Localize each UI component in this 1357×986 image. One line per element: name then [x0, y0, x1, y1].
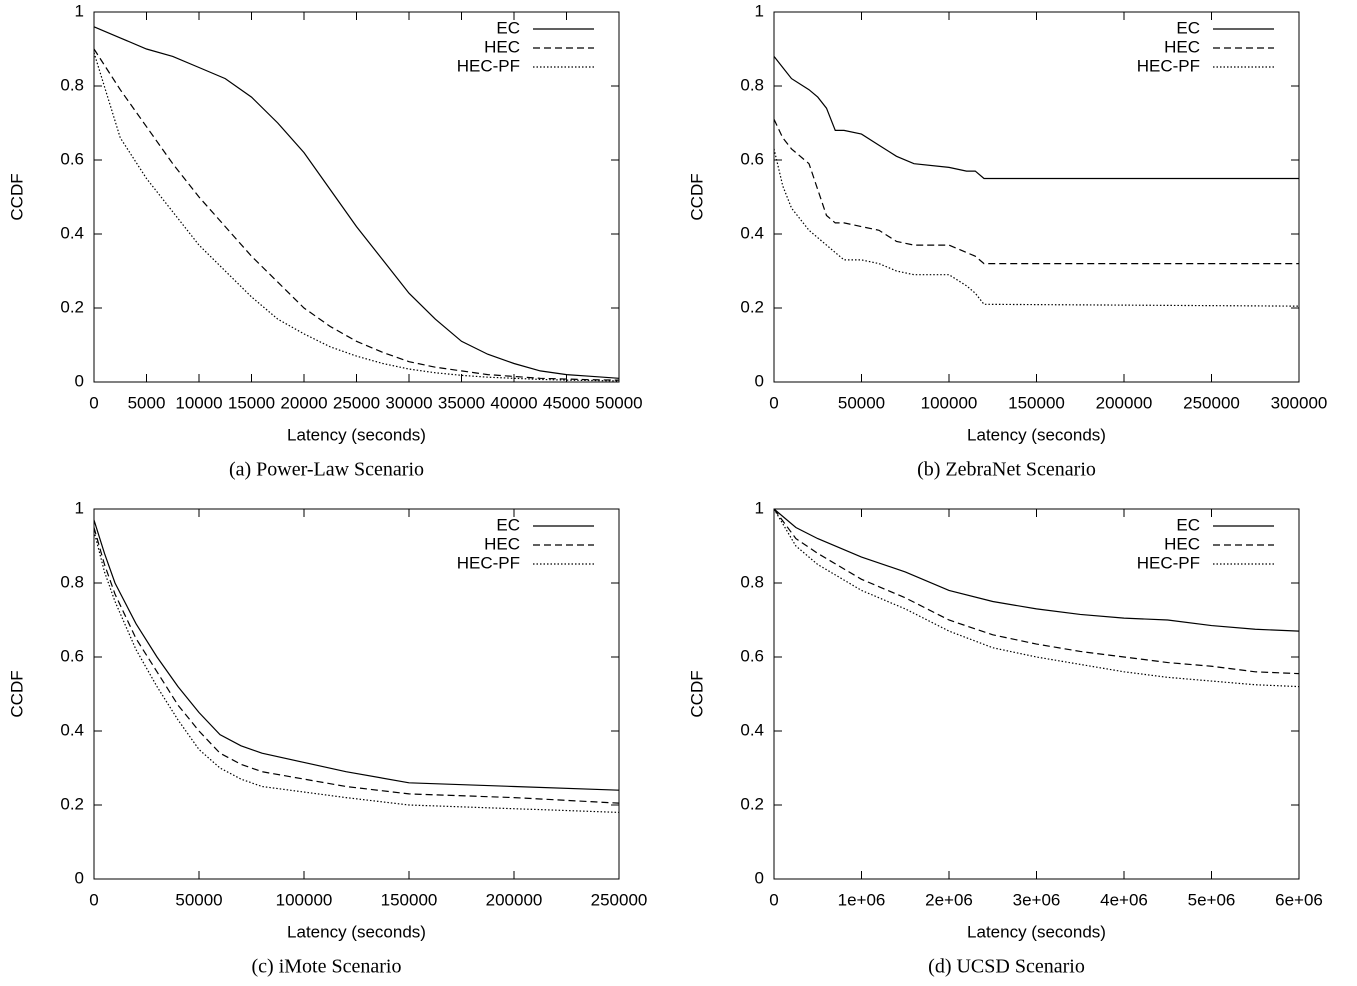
x-tick-label: 25000 — [333, 393, 380, 412]
y-tick-label: 0.2 — [60, 794, 84, 813]
y-tick-label: 1 — [75, 1, 84, 20]
y-tick-label: 0.8 — [60, 572, 84, 591]
y-tick-label: 0.4 — [740, 223, 764, 242]
x-tick-label: 40000 — [490, 393, 537, 412]
legend-label: HEC — [484, 534, 520, 553]
y-tick-label: 0.4 — [60, 223, 84, 242]
y-tick-label: 0.6 — [740, 149, 764, 168]
legend-label: HEC-PF — [457, 56, 520, 75]
y-tick-label: 0.4 — [60, 720, 84, 739]
y-tick-label: 0.8 — [740, 75, 764, 94]
series-line — [93, 52, 620, 382]
y-tick-label: 1 — [755, 1, 764, 20]
y-tick-label: 0.8 — [740, 572, 764, 591]
y-axis-title: CCDF — [7, 173, 26, 220]
series-line — [773, 508, 1300, 688]
series-line — [773, 148, 1300, 307]
y-tick-label: 0.8 — [60, 75, 84, 94]
x-tick-label: 5e+06 — [1188, 890, 1236, 909]
x-tick-label: 100000 — [921, 393, 978, 412]
series-line — [773, 508, 1300, 632]
x-tick-label: 10000 — [175, 393, 222, 412]
y-tick-label: 0 — [755, 371, 764, 390]
x-tick-label: 50000 — [838, 393, 885, 412]
series-line — [93, 527, 620, 804]
x-tick-label: 6e+06 — [1275, 890, 1323, 909]
x-tick-label: 50000 — [595, 393, 642, 412]
x-tick-label: 30000 — [385, 393, 432, 412]
series-line — [773, 119, 1299, 265]
x-axis-title: Latency (seconds) — [287, 922, 426, 941]
caption: (a) Power-Law Scenario — [229, 459, 424, 481]
caption: (c) iMote Scenario — [252, 956, 402, 978]
legend-label: HEC — [484, 37, 520, 56]
x-axis-title: Latency (seconds) — [967, 425, 1106, 444]
x-tick-label: 250000 — [1183, 393, 1240, 412]
x-tick-label: 200000 — [486, 890, 543, 909]
x-tick-label: 4e+06 — [1100, 890, 1148, 909]
series-line — [93, 48, 620, 381]
series-line — [773, 508, 1300, 675]
series-line — [93, 26, 620, 379]
x-tick-label: 0 — [89, 890, 98, 909]
y-tick-label: 0.2 — [60, 297, 84, 316]
legend-label: HEC-PF — [457, 553, 520, 572]
legend-label: HEC-PF — [1137, 56, 1200, 75]
x-tick-label: 150000 — [381, 890, 438, 909]
legend-label: EC — [1176, 515, 1200, 534]
x-tick-label: 2e+06 — [925, 890, 973, 909]
series-line — [93, 519, 620, 791]
y-axis-title: CCDF — [687, 670, 706, 717]
x-tick-label: 300000 — [1271, 393, 1328, 412]
plot-frame — [93, 508, 620, 880]
series-line — [773, 56, 1299, 180]
y-tick-label: 1 — [755, 498, 764, 517]
y-tick-label: 0.2 — [740, 794, 764, 813]
caption: (d) UCSD Scenario — [928, 956, 1085, 978]
x-tick-label: 200000 — [1096, 393, 1153, 412]
x-tick-label: 45000 — [543, 393, 590, 412]
legend-label: EC — [496, 18, 520, 37]
x-tick-label: 150000 — [1008, 393, 1065, 412]
x-tick-label: 3e+06 — [1013, 890, 1061, 909]
y-tick-label: 0 — [75, 868, 84, 887]
y-tick-label: 0 — [75, 371, 84, 390]
legend-label: HEC — [1164, 37, 1200, 56]
y-axis-title: CCDF — [687, 173, 706, 220]
x-tick-label: 35000 — [438, 393, 485, 412]
x-tick-label: 15000 — [228, 393, 275, 412]
y-axis-title: CCDF — [7, 670, 26, 717]
series-line — [93, 531, 620, 813]
legend-label: HEC — [1164, 534, 1200, 553]
x-axis-title: Latency (seconds) — [287, 425, 426, 444]
x-tick-label: 0 — [769, 890, 778, 909]
legend-label: EC — [1176, 18, 1200, 37]
x-axis-title: Latency (seconds) — [967, 922, 1106, 941]
y-tick-label: 0.2 — [740, 297, 764, 316]
x-tick-label: 1e+06 — [838, 890, 886, 909]
x-tick-label: 100000 — [276, 890, 333, 909]
legend-label: EC — [496, 515, 520, 534]
x-tick-label: 250000 — [591, 890, 648, 909]
x-tick-label: 50000 — [175, 890, 222, 909]
y-tick-label: 0.6 — [740, 646, 764, 665]
x-tick-label: 5000 — [128, 393, 166, 412]
legend-label: HEC-PF — [1137, 553, 1200, 572]
x-tick-label: 0 — [769, 393, 778, 412]
y-tick-label: 1 — [75, 498, 84, 517]
y-tick-label: 0.6 — [60, 646, 84, 665]
y-tick-label: 0.6 — [60, 149, 84, 168]
y-tick-label: 0 — [755, 868, 764, 887]
x-tick-label: 20000 — [280, 393, 327, 412]
y-tick-label: 0.4 — [740, 720, 764, 739]
caption: (b) ZebraNet Scenario — [917, 459, 1096, 481]
x-tick-label: 0 — [89, 393, 98, 412]
